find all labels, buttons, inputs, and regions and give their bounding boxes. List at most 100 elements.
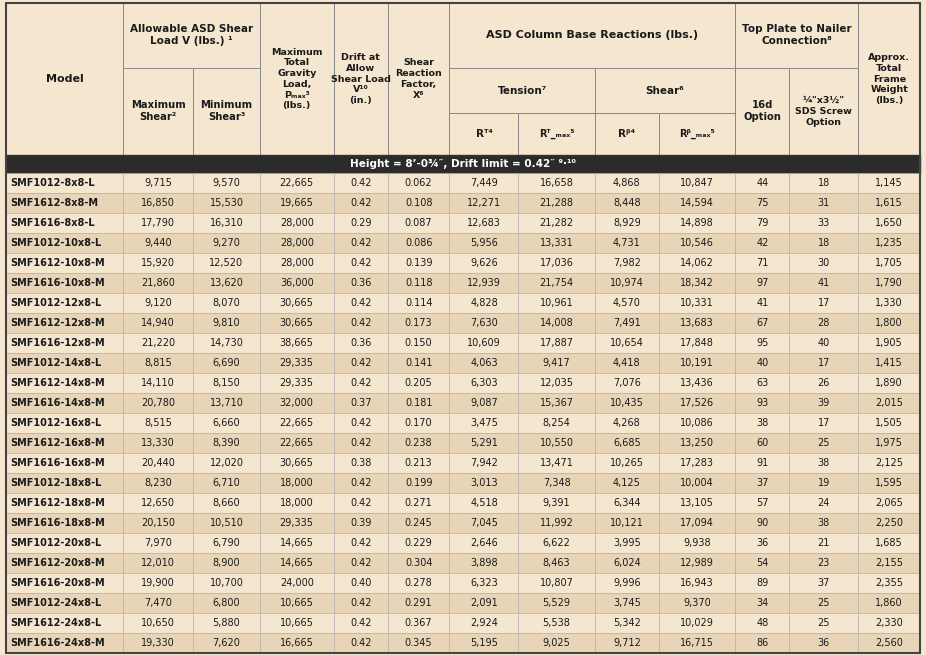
Bar xyxy=(194,633,260,653)
Bar xyxy=(519,593,594,613)
Text: 10,654: 10,654 xyxy=(610,338,644,348)
Text: 25: 25 xyxy=(818,598,831,608)
Text: 15,920: 15,920 xyxy=(141,258,175,268)
Bar xyxy=(790,173,858,193)
Text: 13,436: 13,436 xyxy=(681,378,714,388)
Bar xyxy=(735,593,790,613)
Bar xyxy=(449,573,519,593)
Bar xyxy=(858,493,920,513)
Text: SMF1012-18x8-L: SMF1012-18x8-L xyxy=(10,478,101,488)
Text: 89: 89 xyxy=(757,578,769,588)
Bar xyxy=(659,373,735,393)
Text: 38: 38 xyxy=(818,458,830,468)
Bar xyxy=(6,3,123,155)
Text: SMF1612-16x8-M: SMF1612-16x8-M xyxy=(10,438,105,448)
Text: 4,731: 4,731 xyxy=(613,238,641,248)
Bar xyxy=(858,413,920,433)
Bar xyxy=(260,533,333,553)
Text: 5,291: 5,291 xyxy=(470,438,498,448)
Bar xyxy=(594,633,659,653)
Text: 1,685: 1,685 xyxy=(875,538,903,548)
Text: 0.42: 0.42 xyxy=(350,178,371,188)
Text: 8,150: 8,150 xyxy=(213,378,241,388)
Bar xyxy=(194,193,260,213)
Bar xyxy=(659,293,735,313)
Text: 10,510: 10,510 xyxy=(209,518,244,528)
Bar xyxy=(519,413,594,433)
Bar xyxy=(194,573,260,593)
Text: 0.199: 0.199 xyxy=(405,478,432,488)
Text: Shear
Reaction
Factor,
X⁶: Shear Reaction Factor, X⁶ xyxy=(395,58,442,100)
Bar xyxy=(333,173,388,193)
Bar xyxy=(790,493,858,513)
Text: 9,810: 9,810 xyxy=(213,318,241,328)
Text: 7,620: 7,620 xyxy=(213,638,241,648)
Bar xyxy=(735,333,790,353)
Bar xyxy=(790,213,858,233)
Bar xyxy=(194,473,260,493)
Bar xyxy=(449,3,735,68)
Bar xyxy=(790,573,858,593)
Bar xyxy=(388,613,449,633)
Bar xyxy=(6,293,123,313)
Text: 10,665: 10,665 xyxy=(280,618,314,628)
Text: 33: 33 xyxy=(818,218,830,228)
Bar xyxy=(735,513,790,533)
Text: 18: 18 xyxy=(818,238,830,248)
Text: 19,665: 19,665 xyxy=(280,198,314,208)
Text: 0.291: 0.291 xyxy=(405,598,432,608)
Bar xyxy=(260,353,333,373)
Text: 6,800: 6,800 xyxy=(213,598,241,608)
Text: 34: 34 xyxy=(757,598,769,608)
Bar xyxy=(858,473,920,493)
Text: 95: 95 xyxy=(757,338,769,348)
Text: 7,491: 7,491 xyxy=(613,318,641,328)
Bar xyxy=(519,393,594,413)
Bar xyxy=(659,173,735,193)
Bar xyxy=(449,493,519,513)
Text: 28,000: 28,000 xyxy=(280,218,314,228)
Bar xyxy=(260,253,333,273)
Bar xyxy=(659,593,735,613)
Text: 9,938: 9,938 xyxy=(683,538,711,548)
Bar xyxy=(449,68,594,113)
Bar xyxy=(260,553,333,573)
Text: 9,120: 9,120 xyxy=(144,298,172,308)
Bar xyxy=(333,573,388,593)
Text: 40: 40 xyxy=(757,358,769,368)
Bar xyxy=(6,533,123,553)
Text: Rᵀ_ₘₐₓ⁵: Rᵀ_ₘₐₓ⁵ xyxy=(539,129,574,139)
Text: 29,335: 29,335 xyxy=(280,518,314,528)
Bar xyxy=(6,613,123,633)
Text: 1,415: 1,415 xyxy=(875,358,903,368)
Bar xyxy=(388,373,449,393)
Bar xyxy=(735,533,790,553)
Bar xyxy=(790,313,858,333)
Text: 0.062: 0.062 xyxy=(405,178,432,188)
Text: 36,000: 36,000 xyxy=(280,278,314,288)
Bar xyxy=(388,433,449,453)
Bar xyxy=(858,233,920,253)
Text: 3,898: 3,898 xyxy=(470,558,498,568)
Text: 0.42: 0.42 xyxy=(350,618,371,628)
Bar xyxy=(260,3,333,155)
Text: 0.42: 0.42 xyxy=(350,358,371,368)
Text: 8,815: 8,815 xyxy=(144,358,172,368)
Bar xyxy=(6,213,123,233)
Text: Rᵀ⁴: Rᵀ⁴ xyxy=(476,129,493,139)
Bar xyxy=(594,433,659,453)
Text: 16,665: 16,665 xyxy=(280,638,314,648)
Text: 0.271: 0.271 xyxy=(405,498,432,508)
Bar xyxy=(6,413,123,433)
Bar xyxy=(388,173,449,193)
Text: 54: 54 xyxy=(757,558,769,568)
Text: SMF1012-20x8-L: SMF1012-20x8-L xyxy=(10,538,101,548)
Bar xyxy=(790,253,858,273)
Bar xyxy=(735,433,790,453)
Text: 7,348: 7,348 xyxy=(543,478,570,488)
Text: 8,463: 8,463 xyxy=(543,558,570,568)
Text: 9,417: 9,417 xyxy=(543,358,570,368)
Bar xyxy=(388,473,449,493)
Bar xyxy=(519,373,594,393)
Text: 9,270: 9,270 xyxy=(213,238,241,248)
